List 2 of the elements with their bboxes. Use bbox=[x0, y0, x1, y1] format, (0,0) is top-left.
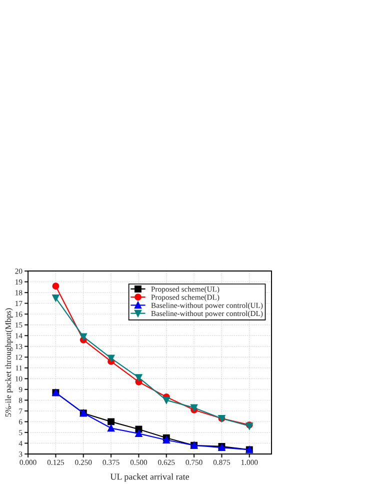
y-axis-title: 5%-ile packet throughput(Mbps) bbox=[5, 308, 13, 417]
x-axis-title: UL packet arrival rate bbox=[110, 473, 190, 482]
